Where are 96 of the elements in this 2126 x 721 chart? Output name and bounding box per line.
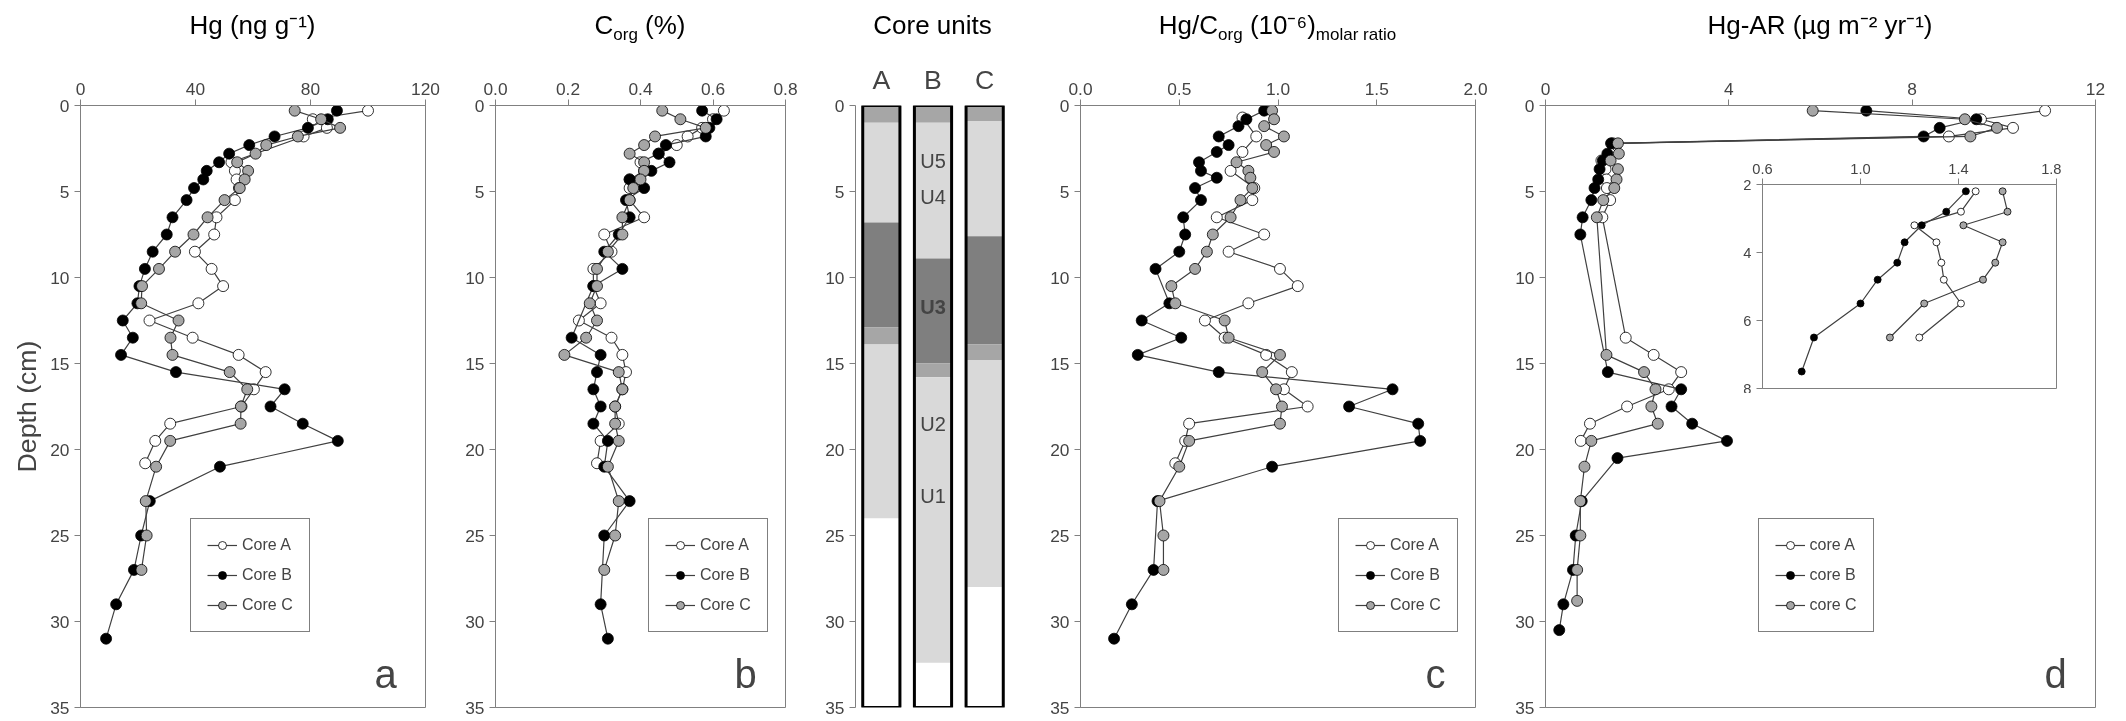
y-tick-label: 5 [59,181,70,202]
y-tick-label: 0 [834,95,845,116]
y-tick-label: 4 [1743,244,1752,261]
x-tick-label: 1.5 [1364,78,1389,99]
annotation: d [2044,651,2067,696]
annotation: U2 [920,412,946,435]
y-tick-label: 35 [1515,697,1535,718]
x-tick-label: 2.0 [1463,78,1488,99]
annotation: U1 [920,484,946,507]
legend-label: Core C [242,596,293,614]
x-tick-label: 1.4 [1948,160,1969,177]
x-tick-label: 4 [1724,78,1735,99]
y-tick-label: 5 [474,181,485,202]
x-tick-label: 0 [1540,78,1551,99]
x-tick-label: 0.4 [628,78,653,99]
y-tick-label: 5 [1524,181,1535,202]
x-tick-label: 1.0 [1850,160,1871,177]
x-tick-label: 0.8 [773,78,798,99]
y-tick-label: 15 [1050,353,1070,374]
y-tick-label: 35 [465,697,485,718]
annotation: a [374,651,398,696]
legend-label: Core B [1390,566,1440,584]
y-tick-label: 20 [825,439,845,460]
x-tick-label: 8 [1907,78,1917,99]
x-tick-label: C [975,64,995,95]
x-tick-label: 0.6 [1752,160,1773,177]
x-tick-label: 1.0 [1265,78,1291,99]
y-tick-label: 30 [1515,611,1535,632]
x-tick-label: 0 [75,78,86,99]
annotation: U5 [920,149,946,172]
chart-title: Core units [873,9,992,42]
y-tick-label: 8 [1743,380,1752,397]
y-tick-label: 25 [1515,525,1535,546]
annotation: U4 [920,185,946,208]
y-tick-label: 10 [825,267,845,288]
y-tick-label: 20 [465,439,485,460]
annotation: c [1425,651,1446,696]
legend-label: Core A [242,536,291,554]
y-tick-label: 10 [1515,267,1535,288]
y-tick-label: 30 [50,611,70,632]
y-tick-label: 25 [50,525,70,546]
y-tick-label: 20 [1515,439,1535,460]
legend-label: Core A [700,536,749,554]
x-tick-label: B [924,64,942,95]
y-tick-label: 15 [465,353,485,374]
annotation: b [734,651,757,696]
y-tick-label: 0 [59,95,70,116]
y-tick-label: 25 [1050,525,1070,546]
y-tick-label: 2 [1743,176,1752,193]
chart-title: C$_{org}$ (%) [594,9,686,47]
legend-label: core C [1809,596,1857,614]
y-tick-label: 5 [834,181,845,202]
y-tick-label: 30 [1050,611,1070,632]
legend-label: core A [1809,536,1855,554]
legend-label: Core B [242,566,292,584]
x-tick-label: 120 [411,78,440,99]
x-tick-label: 0.2 [555,78,581,99]
y-tick-label: 10 [50,267,70,288]
y-tick-label: 20 [50,439,70,460]
legend-label: core B [1809,566,1856,584]
chart-title: Hg (ng g⁻¹) [189,9,316,42]
y-tick-label: 15 [1515,353,1535,374]
x-tick-label: 80 [300,78,321,99]
chart-title: Hg/C$_{org}$ (10⁻⁶)$_{molar ratio}$ [1158,9,1397,47]
annotation: U3 [920,295,946,318]
y-axis-title: Depth (cm) [12,340,43,473]
legend-label: Core B [700,566,750,584]
y-tick-label: 35 [50,697,70,718]
x-tick-label: 40 [185,78,206,99]
y-tick-label: 0 [1059,95,1070,116]
x-tick-label: 0.0 [1068,78,1093,99]
y-tick-label: 25 [825,525,845,546]
y-tick-label: 5 [1059,181,1070,202]
y-tick-label: 0 [474,95,485,116]
y-tick-label: 35 [1050,697,1070,718]
y-tick-label: 0 [1524,95,1535,116]
y-tick-label: 25 [465,525,485,546]
y-tick-label: 10 [465,267,485,288]
y-tick-label: 35 [825,697,845,718]
y-tick-label: 15 [825,353,845,374]
x-tick-label: 12 [2085,78,2106,99]
y-tick-label: 30 [465,611,485,632]
y-tick-label: 30 [825,611,845,632]
x-tick-label: A [872,64,891,95]
y-tick-label: 15 [50,353,70,374]
chart-title: Hg-AR (µg m⁻² yr⁻¹) [1707,9,1933,42]
x-tick-label: 0.5 [1167,78,1192,99]
x-tick-label: 1.8 [2041,160,2062,177]
legend-label: Core A [1390,536,1439,554]
x-tick-label: 0.6 [700,78,726,99]
x-tick-label: 0.0 [483,78,508,99]
y-tick-label: 10 [1050,267,1070,288]
y-tick-label: 20 [1050,439,1070,460]
legend-label: Core C [1390,596,1441,614]
y-tick-label: 6 [1743,312,1752,329]
legend-label: Core C [700,596,751,614]
